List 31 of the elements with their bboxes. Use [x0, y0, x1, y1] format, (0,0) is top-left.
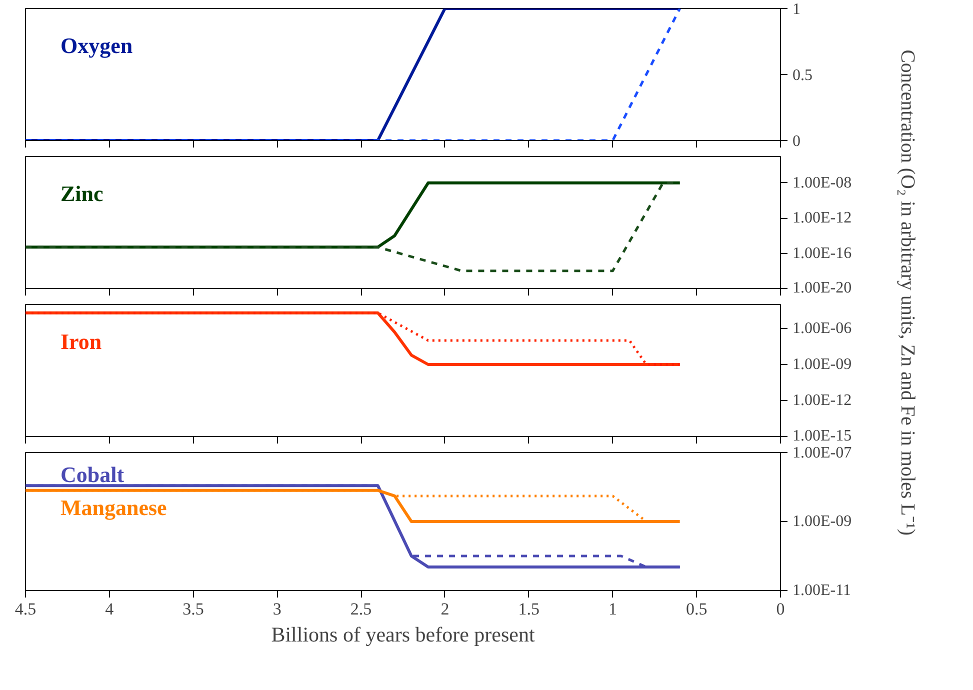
y-tick-label: 1.00E-08 [792, 174, 852, 192]
y-tick-label: 1.00E-16 [792, 244, 852, 262]
x-tick-label: 3.5 [182, 600, 204, 618]
x-axis-title: Billions of years before present [271, 622, 535, 646]
y-tick-label: 1.00E-07 [792, 444, 852, 462]
text: Oxygen [60, 32, 133, 58]
series-label: Cobalt [60, 462, 125, 488]
x-tick-label: 3 [272, 600, 282, 618]
y-tick-label: 1.00E-15 [792, 428, 852, 444]
x-tick-label: 4.5 [14, 600, 36, 618]
x-tick-label: 2.5 [350, 600, 372, 618]
x-tick-label: 0.5 [686, 600, 708, 618]
y-tick-label: 1.00E-12 [792, 210, 852, 227]
series-label: Manganese [60, 495, 168, 520]
y-tick-label: 0 [792, 133, 800, 150]
y-tick-label: 1.00E-11 [792, 582, 852, 599]
series-label: Iron [60, 328, 102, 354]
series-label: Zinc [60, 180, 104, 206]
x-tick-label: 4 [105, 600, 114, 618]
y-axis-title: Concentration (O₂ in arbitrary units, Zn and Fe in moles L⁻¹) [896, 50, 918, 536]
x-tick-label: 1.5 [518, 600, 540, 618]
y-tick-label: 1.00E-12 [792, 392, 852, 409]
x-tick-label: 0 [776, 600, 785, 618]
x-tick-label: 2 [440, 600, 450, 618]
y-tick-label: 1.00E-20 [792, 280, 852, 296]
y-tick-label: 1.00E-09 [792, 513, 852, 530]
x-tick-label: 1 [608, 600, 617, 618]
y-tick-label: 1 [792, 1, 800, 18]
y-tick-label: 0.5 [792, 67, 812, 84]
y-tick-label: 1.00E-09 [792, 356, 852, 373]
y-tick-label: 1.00E-06 [792, 320, 852, 337]
